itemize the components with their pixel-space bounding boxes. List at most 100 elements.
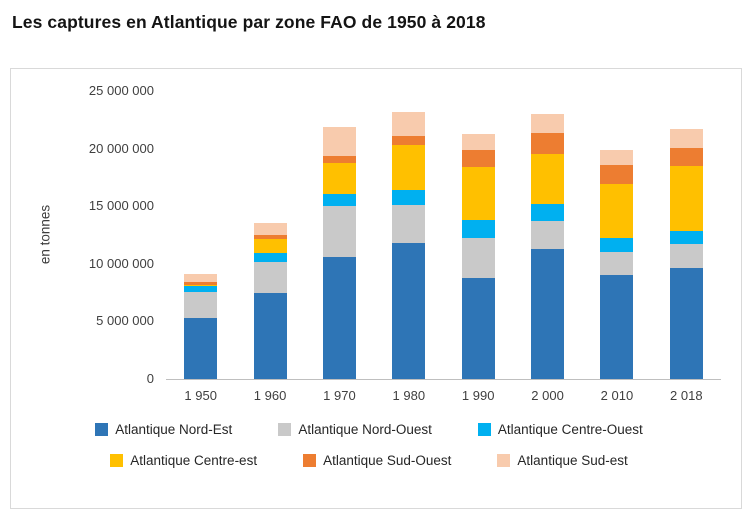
legend-item[interactable]: Atlantique Centre-Ouest — [477, 422, 643, 437]
plot-area — [166, 91, 721, 380]
bar-segment[interactable] — [392, 205, 426, 244]
stacked-bar[interactable] — [461, 133, 495, 379]
bar-segment[interactable] — [461, 220, 495, 239]
bar-segment[interactable] — [669, 244, 703, 269]
legend-row: Atlantique Nord-Est Atlantique Nord-Ouest… — [11, 422, 727, 437]
bar-slot-1990 — [444, 133, 513, 379]
bar-segment[interactable] — [253, 253, 287, 263]
bar-segment[interactable] — [392, 190, 426, 206]
bar-slot-1950 — [166, 274, 235, 379]
bar-segment[interactable] — [253, 262, 287, 293]
stacked-bar[interactable] — [669, 129, 703, 379]
stacked-bar[interactable] — [531, 114, 565, 379]
y-tick-label: 20 000 000 — [88, 140, 154, 156]
x-tick-label: 1 990 — [461, 388, 495, 403]
bar-segment[interactable] — [184, 274, 218, 283]
bar-segment[interactable] — [461, 238, 495, 278]
bar-segment[interactable] — [184, 286, 218, 293]
bar-segment[interactable] — [669, 165, 703, 231]
bar-segment[interactable] — [322, 163, 356, 194]
legend-swatch-icon — [477, 423, 491, 436]
bar-segment[interactable] — [600, 275, 634, 379]
bar-segment[interactable] — [600, 149, 634, 165]
y-tick-label: 0 — [146, 371, 154, 386]
x-tick-label: 1 980 — [392, 388, 426, 403]
y-axis-ticks: 0 5 000 000 10 000 000 15 000 000 20 000 000… — [11, 83, 154, 386]
bar-segment[interactable] — [531, 221, 565, 249]
y-tick-label: 5 000 000 — [96, 313, 154, 329]
legend-label: Atlantique Sud-Ouest — [323, 453, 452, 468]
bar-segment[interactable] — [531, 114, 565, 134]
bar-segment[interactable] — [600, 184, 634, 239]
bar-segment[interactable] — [392, 135, 426, 146]
bar-segment[interactable] — [600, 164, 634, 185]
bar-slot-2018 — [652, 129, 721, 379]
bar-segment[interactable] — [669, 268, 703, 379]
x-tick-label: 2 010 — [600, 388, 634, 403]
stacked-bar[interactable] — [392, 111, 426, 379]
bar-segment[interactable] — [531, 154, 565, 204]
legend-swatch-icon — [110, 454, 124, 467]
bar-segment[interactable] — [461, 133, 495, 150]
y-tick-label: 10 000 000 — [88, 255, 154, 271]
bar-segment[interactable] — [253, 292, 287, 379]
bar-segment[interactable] — [461, 167, 495, 221]
legend-swatch-icon — [95, 423, 109, 436]
legend-label: Atlantique Centre-est — [130, 453, 258, 468]
bar-slot-1980 — [374, 111, 443, 379]
bar-segment[interactable] — [253, 235, 287, 240]
bar-segment[interactable] — [253, 239, 287, 254]
bar-segment[interactable] — [392, 145, 426, 191]
x-tick-label: 1 970 — [323, 388, 356, 403]
bar-segment[interactable] — [322, 256, 356, 379]
bar-slot-2000 — [513, 114, 582, 379]
legend-item[interactable]: Atlantique Nord-Est — [95, 422, 232, 437]
bar-segment[interactable] — [322, 156, 356, 164]
legend-item[interactable]: Atlantique Sud-est — [497, 453, 628, 468]
legend-swatch-icon — [303, 454, 317, 467]
x-tick-label: 1 960 — [253, 388, 287, 403]
stacked-bar[interactable] — [184, 274, 218, 379]
page-title: Les captures en Atlantique par zone FAO … — [12, 12, 486, 32]
bar-slot-2010 — [582, 149, 651, 379]
bar-slot-1960 — [236, 222, 305, 379]
bar-slot-1970 — [305, 126, 374, 379]
bar-segment[interactable] — [322, 206, 356, 257]
x-axis-labels: 1 950 1 960 1 970 1 980 1 990 2 000 2 010 2 018 — [166, 388, 721, 403]
legend-label: Atlantique Nord-Est — [115, 422, 233, 437]
bar-segment[interactable] — [392, 111, 426, 136]
stacked-bar[interactable] — [253, 222, 287, 379]
bar-segment[interactable] — [184, 284, 218, 287]
bar-segment[interactable] — [322, 126, 356, 157]
legend-label: Atlantique Sud-est — [517, 453, 628, 468]
bar-segment[interactable] — [669, 231, 703, 245]
bar-segment[interactable] — [184, 317, 218, 379]
legend-label: Atlantique Centre-Ouest — [497, 422, 643, 437]
legend-item[interactable]: Atlantique Sud-Ouest — [303, 453, 451, 468]
legend-item[interactable]: Atlantique Nord-Ouest — [278, 422, 432, 437]
bar-segment[interactable] — [184, 282, 218, 285]
legend-row: Atlantique Centre-est Atlantique Sud-Oues… — [11, 453, 727, 468]
bar-segment[interactable] — [322, 193, 356, 207]
bar-segment[interactable] — [531, 248, 565, 379]
legend-swatch-icon — [278, 423, 292, 436]
legend-item[interactable]: Atlantique Centre-est — [110, 453, 257, 468]
x-tick-label: 1 950 — [184, 388, 217, 403]
stacked-bar[interactable] — [600, 149, 634, 379]
bar-segment[interactable] — [253, 222, 287, 236]
y-tick-label: 15 000 000 — [88, 198, 154, 214]
x-tick-label: 2 000 — [531, 388, 564, 403]
bar-segment[interactable] — [600, 252, 634, 276]
bar-segment[interactable] — [669, 129, 703, 149]
bar-segment[interactable] — [461, 277, 495, 379]
bar-segment[interactable] — [184, 292, 218, 318]
bar-segment[interactable] — [669, 148, 703, 166]
bar-segment[interactable] — [392, 243, 426, 379]
bar-segment[interactable] — [600, 238, 634, 253]
bar-segment[interactable] — [531, 133, 565, 155]
stacked-bar[interactable] — [322, 126, 356, 379]
bar-segment[interactable] — [531, 203, 565, 222]
bar-segment[interactable] — [461, 149, 495, 168]
legend: Atlantique Nord-Est Atlantique Nord-Ouest… — [11, 422, 727, 468]
